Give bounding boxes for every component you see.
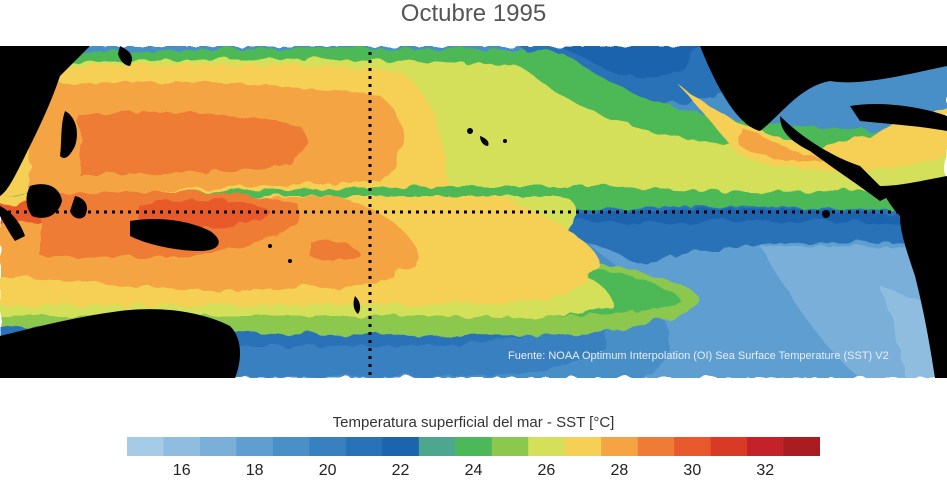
colorbar-tick-label: 18 — [245, 462, 264, 479]
colorbar-swatch — [564, 437, 602, 456]
colorbar — [127, 437, 820, 456]
mexico-land — [780, 116, 890, 201]
colorbar-swatch — [345, 437, 383, 456]
sst-map — [0, 46, 947, 378]
colorbar-swatch — [199, 437, 238, 456]
colorbar-swatch — [418, 437, 456, 456]
colorbar-swatch — [674, 437, 712, 456]
reference-lines — [0, 52, 900, 378]
legend-title: Temperatura superficial del mar - SST [°… — [332, 414, 615, 431]
japan-land — [118, 46, 132, 66]
colorbar-swatch — [455, 437, 493, 456]
new-zealand-land — [353, 296, 361, 314]
central-america-land — [880, 176, 947, 216]
source-attribution: Fuente: NOAA Optimum Interpolation (OI) … — [508, 350, 889, 362]
colorbar-tick-label: 20 — [318, 462, 337, 479]
colorbar-swatch — [163, 437, 201, 456]
colorbar-tick-label: 24 — [464, 462, 483, 479]
colorbar-tick-label: 28 — [610, 462, 629, 479]
colorbar-tick-label: 22 — [391, 462, 410, 479]
colorbar-swatch — [747, 437, 785, 456]
colorbar-swatch — [382, 437, 420, 456]
colorbar-tick-label: 26 — [537, 462, 556, 479]
colorbar-tick-label: 32 — [756, 462, 775, 479]
asia-land — [0, 46, 90, 196]
colorbar-swatch — [127, 437, 165, 456]
colorbar-swatch — [637, 437, 675, 456]
hawaii-land — [480, 136, 489, 146]
colorbar-swatch — [236, 437, 274, 456]
colorbar-swatch — [309, 437, 347, 456]
new-guinea-land — [130, 219, 219, 251]
caribbean-land — [850, 104, 947, 131]
colorbar-tick-label: 16 — [172, 462, 191, 479]
philippines-land — [60, 111, 77, 158]
colorbar-swatch — [491, 437, 529, 456]
north-america-land — [700, 46, 947, 131]
map-title: Octubre 1995 — [400, 0, 547, 27]
colorbar-swatch — [601, 437, 639, 456]
colorbar-swatch — [783, 437, 820, 456]
colorbar-swatch — [272, 437, 310, 456]
colorbar-swatch — [528, 437, 566, 456]
sst-field — [0, 46, 947, 378]
sumatra-land — [0, 206, 25, 241]
south-america-land — [900, 214, 947, 378]
borneo-land — [26, 184, 62, 218]
colorbar-tick-label: 30 — [683, 462, 702, 479]
colorbar-swatch — [710, 437, 748, 456]
australia-land — [0, 309, 240, 378]
land-masses — [0, 46, 947, 378]
